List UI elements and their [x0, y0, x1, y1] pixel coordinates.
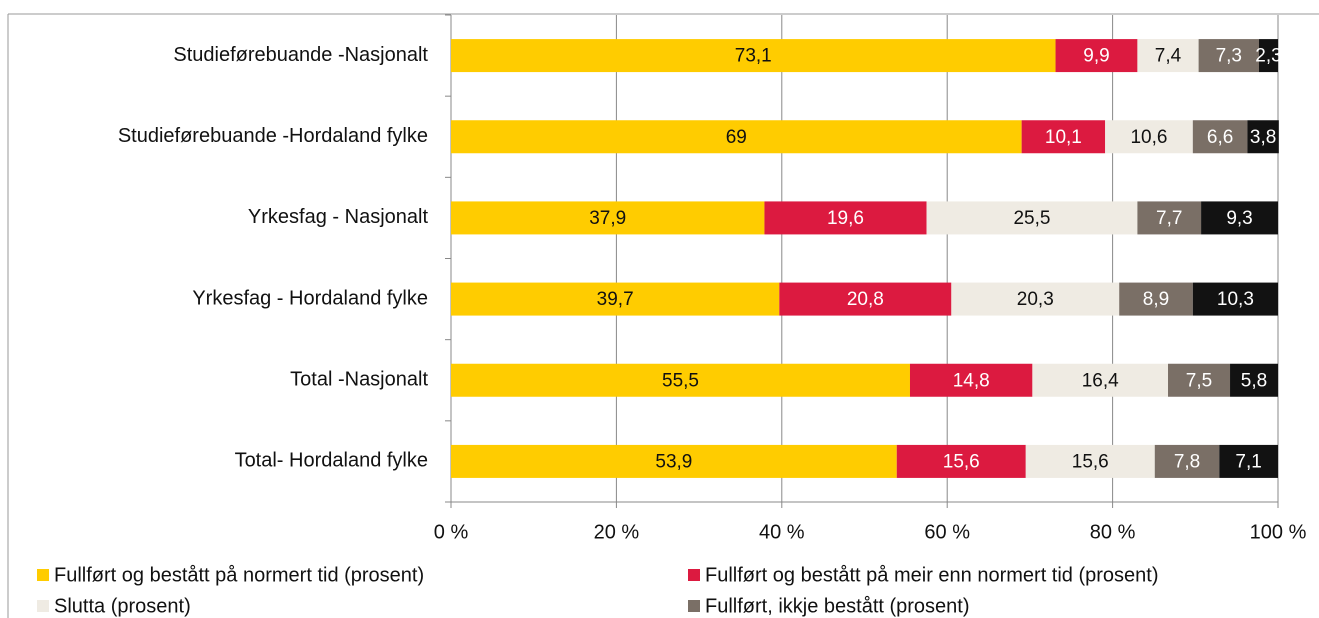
bar-segment [1192, 282, 1278, 316]
bar-segment [926, 201, 1138, 235]
data-label: 10,3 [1217, 289, 1254, 310]
bar-segment [1021, 120, 1106, 154]
y-tick-label: Yrkesfag - Nasjonalt [248, 206, 429, 228]
data-label: 7,8 [1174, 451, 1200, 472]
data-label: 39,7 [597, 289, 634, 310]
data-label: 10,6 [1130, 127, 1167, 148]
legend-label: Fullført, ikkje bestått (prosent) [705, 595, 970, 617]
data-label: 9,3 [1226, 208, 1252, 229]
bar-segment [1055, 39, 1138, 73]
x-tick-label: 100 % [1250, 521, 1307, 543]
legend-swatch [37, 600, 49, 612]
legend-label: Slutta (prosent) [54, 595, 191, 617]
bar-segment [779, 282, 952, 316]
bar-segment [1198, 39, 1259, 73]
data-label: 37,9 [589, 208, 626, 229]
y-tick-label: Yrkesfag - Hordaland fylke [192, 287, 428, 309]
data-label: 20,3 [1017, 289, 1054, 310]
bar-segment [1105, 120, 1193, 154]
x-tick-label: 80 % [1090, 521, 1136, 543]
data-label: 7,7 [1156, 208, 1182, 229]
data-label: 10,1 [1045, 127, 1082, 148]
bar-segment [909, 363, 1033, 397]
data-label: 14,8 [953, 370, 990, 391]
bar-segment [1154, 444, 1220, 478]
data-label: 16,4 [1082, 370, 1119, 391]
legend-label: Fullført og bestått på normert tid (pros… [54, 564, 424, 586]
data-label: 20,8 [847, 289, 884, 310]
data-label: 15,6 [1072, 451, 1109, 472]
bar-segment [451, 444, 897, 478]
bar-segment [951, 282, 1120, 316]
x-tick-label: 0 % [434, 521, 469, 543]
bar-segment [1025, 444, 1155, 478]
bar-segment [451, 39, 1056, 73]
data-label: 6,6 [1207, 127, 1233, 148]
x-tick-label: 40 % [759, 521, 805, 543]
data-label: 2,3 [1255, 46, 1281, 67]
data-label: 73,1 [735, 46, 772, 67]
bar-segment [764, 201, 927, 235]
legend-swatch [37, 569, 49, 581]
bar-segment [1230, 363, 1278, 397]
bar-segment [1219, 444, 1278, 478]
data-label: 7,4 [1155, 46, 1182, 67]
data-label: 7,3 [1216, 46, 1242, 67]
data-label: 15,6 [943, 451, 980, 472]
bar-segment [1137, 201, 1202, 235]
data-label: 9,9 [1083, 46, 1109, 67]
bar-segment [1258, 39, 1278, 73]
legend-swatch [688, 600, 700, 612]
data-label: 7,5 [1186, 370, 1212, 391]
bar-segment [1119, 282, 1193, 316]
y-tick-label: Total -Nasjonalt [290, 369, 428, 391]
bar-segment [1247, 120, 1279, 154]
data-label: 55,5 [662, 370, 699, 391]
data-label: 5,8 [1241, 370, 1267, 391]
bar-segment [451, 201, 765, 235]
bar-segment [1192, 120, 1248, 154]
data-label: 25,5 [1013, 208, 1050, 229]
bar-segment [1137, 39, 1199, 73]
bar-segment [451, 120, 1022, 154]
bar-segment [1201, 201, 1278, 235]
data-label: 69 [726, 127, 747, 148]
legend-swatch [688, 569, 700, 581]
data-label: 53,9 [655, 451, 692, 472]
y-tick-label: Studieførebuande -Hordaland fylke [118, 125, 428, 147]
x-tick-label: 20 % [594, 521, 640, 543]
x-tick-label: 60 % [924, 521, 970, 543]
bar-segment [896, 444, 1026, 478]
y-tick-label: Total- Hordaland fylke [235, 450, 428, 472]
data-label: 19,6 [827, 208, 864, 229]
legend-label: Fullført og bestått på meir enn normert … [705, 564, 1159, 586]
data-label: 3,8 [1250, 127, 1276, 148]
data-label: 7,1 [1235, 451, 1261, 472]
bar-segment [1032, 363, 1169, 397]
y-tick-label: Studieførebuande -Nasjonalt [173, 44, 428, 66]
bar-segment [451, 363, 910, 397]
bar-segment [1168, 363, 1231, 397]
bar-segment [451, 282, 780, 316]
data-label: 8,9 [1143, 289, 1169, 310]
